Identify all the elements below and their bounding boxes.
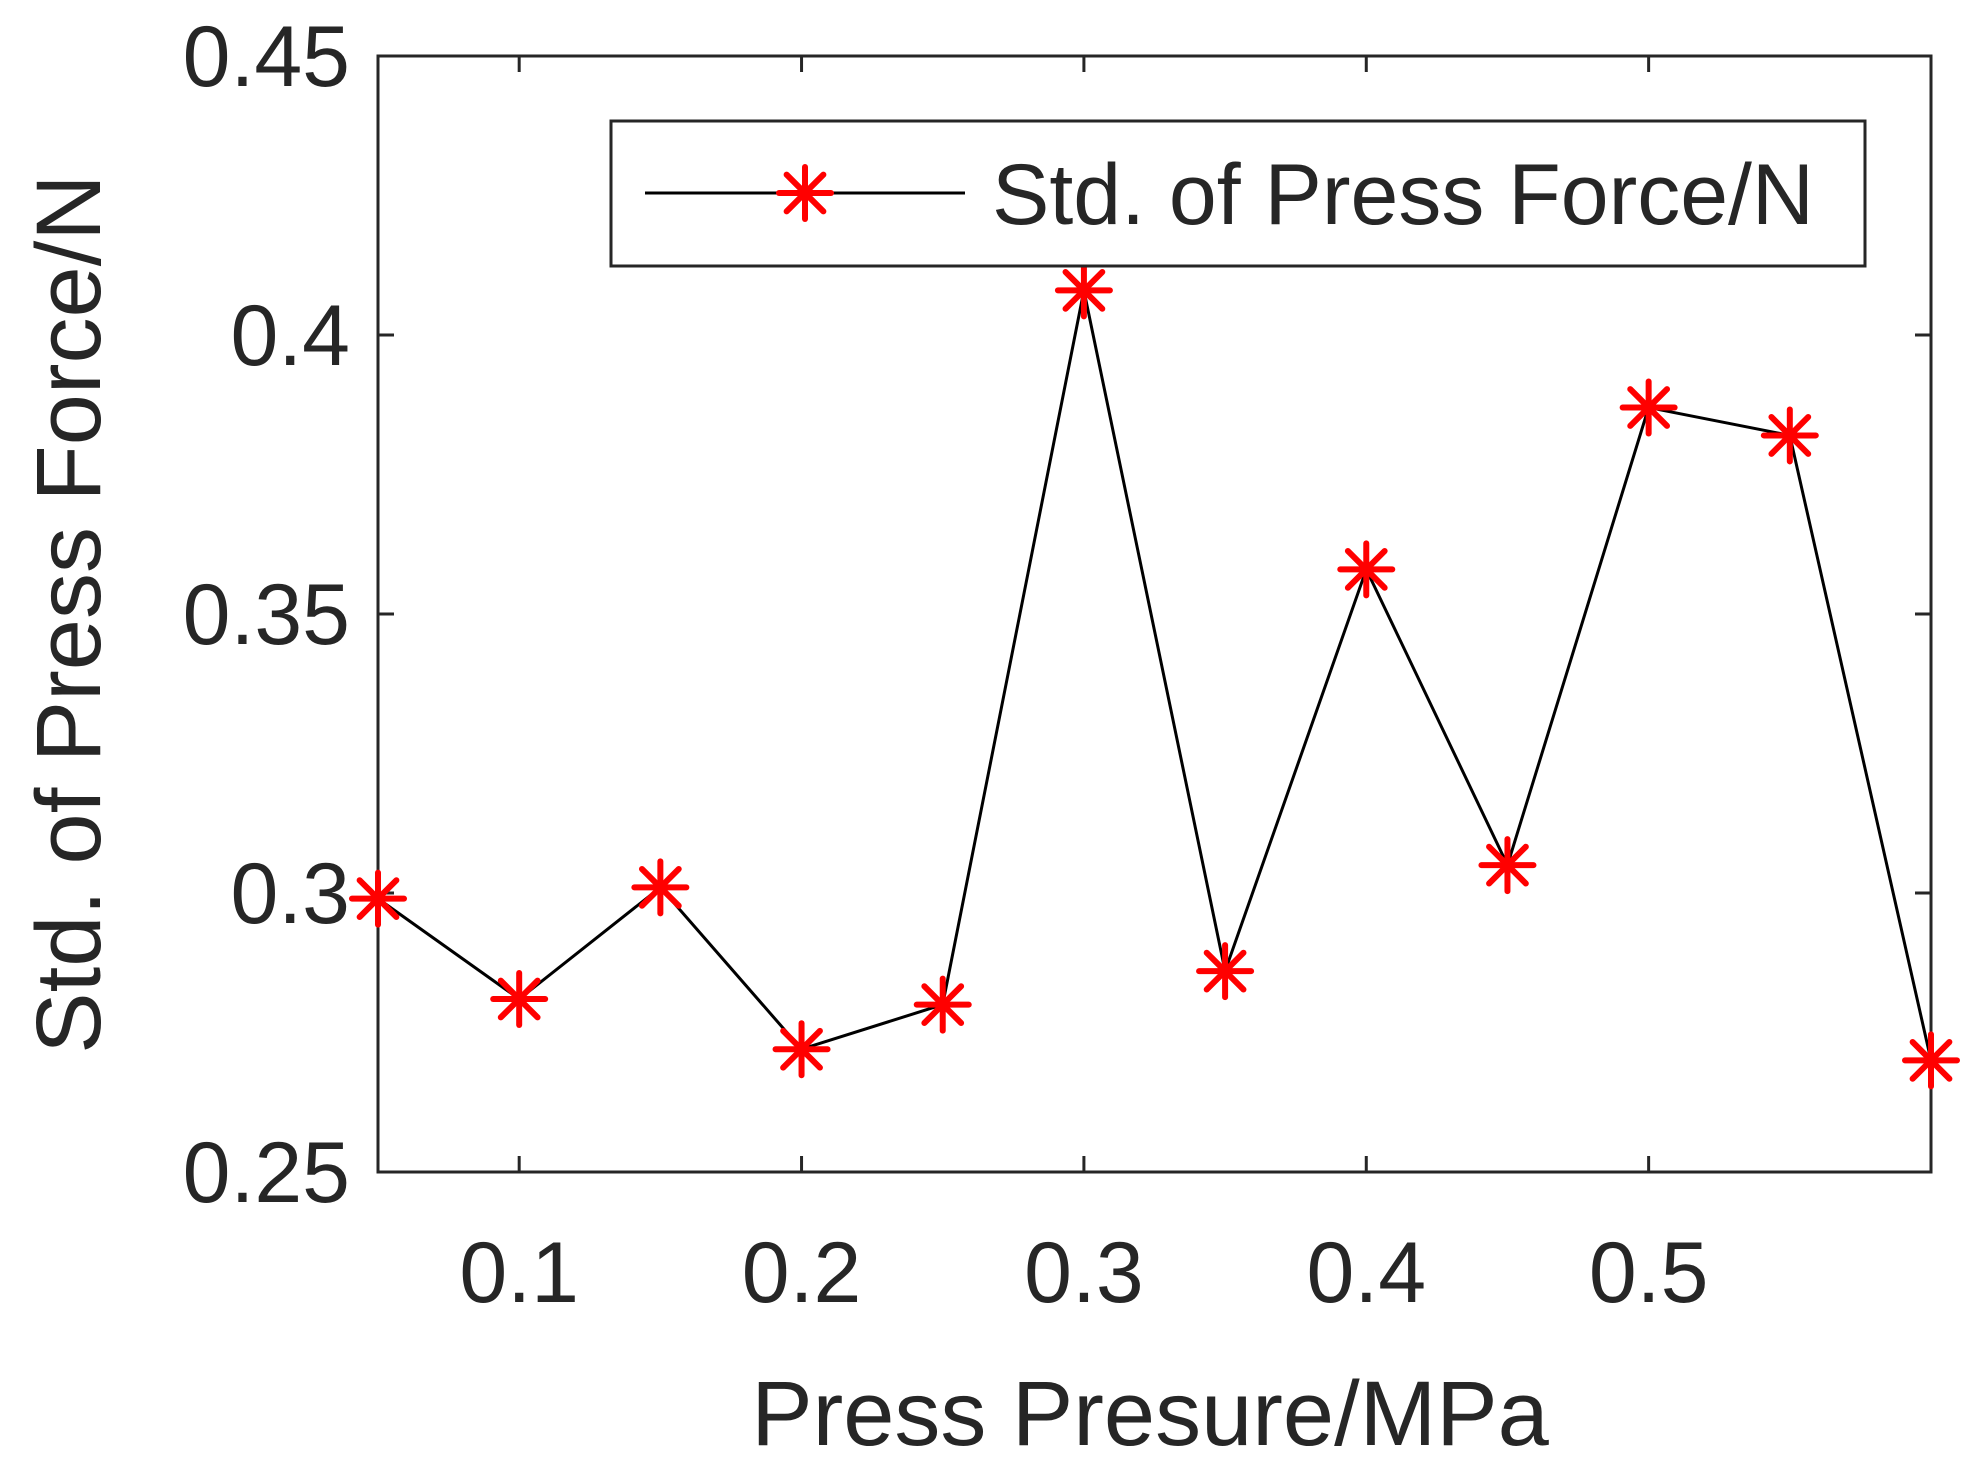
- y-axis-label: Std. of Press Force/N: [18, 174, 120, 1053]
- tick-marks: [378, 54, 1931, 1174]
- y-tick-label: 0.25: [183, 1125, 350, 1221]
- series-line: [377, 290, 1933, 1061]
- x-tick-label: 0.4: [1306, 1225, 1426, 1321]
- data-point-marker: [1760, 406, 1819, 465]
- data-point-marker: [772, 1020, 831, 1079]
- x-tick-label: 0.2: [742, 1225, 862, 1321]
- y-tick-label: 0.4: [230, 288, 350, 384]
- x-tick-label: 0.3: [1024, 1225, 1144, 1321]
- data-point-marker: [1337, 540, 1396, 599]
- axes: 0.25 0.3 0.35 0.4 0.45 0.1 0.2 0.3 0.4 0.5 Press…: [18, 9, 1933, 1465]
- y-tick-label: 0.45: [183, 9, 350, 105]
- data-point-marker: [1196, 942, 1255, 1001]
- data-point-marker: [631, 858, 690, 917]
- y-tick-label: 0.35: [183, 567, 350, 663]
- series-std-press-force: [349, 261, 1960, 1090]
- x-tick-label: 0.1: [459, 1225, 579, 1321]
- legend-label: Std. of Press Force/N: [992, 147, 1814, 243]
- x-tick-label: 0.5: [1589, 1225, 1709, 1321]
- legend-asterisk: [776, 164, 834, 222]
- data-point-marker: [1054, 261, 1113, 320]
- data-point-marker: [913, 975, 972, 1034]
- y-tick-label: 0.3: [230, 846, 350, 942]
- y-tick-labels: 0.25 0.3 0.35 0.4 0.45: [183, 9, 350, 1221]
- data-point-marker: [349, 869, 407, 928]
- x-tick-labels: 0.1 0.2 0.3 0.4 0.5: [459, 1225, 1708, 1321]
- legend-marker-asterisk-icon: [776, 164, 834, 222]
- x-axis-label: Press Presure/MPa: [751, 1363, 1549, 1465]
- legend: Std. of Press Force/N: [609, 119, 1867, 268]
- data-point-marker: [1619, 378, 1678, 437]
- data-point-marker: [1478, 836, 1537, 895]
- data-point-marker: [1902, 1031, 1960, 1090]
- data-point-marker: [490, 970, 549, 1029]
